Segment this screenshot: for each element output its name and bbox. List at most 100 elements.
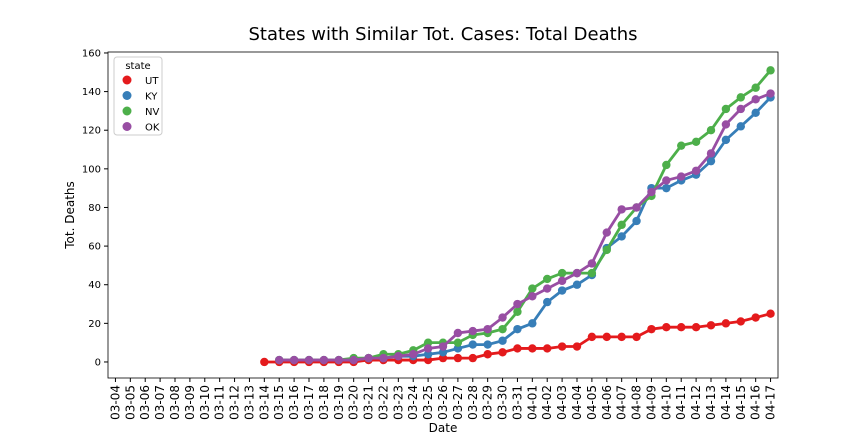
point	[572, 342, 582, 351]
point	[468, 340, 477, 349]
point	[513, 307, 522, 316]
point	[691, 137, 701, 147]
x-tick-label: 03-26	[436, 385, 450, 420]
x-tick-label: 03-12	[228, 385, 242, 420]
legend: state UT KY NV OK	[113, 56, 163, 136]
x-tick-label: 04-15	[734, 385, 748, 420]
chart-title: States with Similar Tot. Cases: Total De…	[248, 24, 637, 45]
point	[289, 355, 299, 365]
point	[319, 355, 329, 365]
x-tick-label: 03-25	[421, 385, 435, 420]
point	[498, 336, 507, 345]
y-axis-label: Tot. Deaths	[63, 181, 77, 250]
point	[423, 344, 433, 353]
x-tick-label: 03-06	[138, 385, 152, 420]
legend-label: KY	[145, 92, 158, 103]
point	[706, 126, 716, 135]
x-tick-label: 03-08	[168, 385, 182, 420]
point	[736, 122, 745, 131]
point	[438, 342, 448, 351]
x-tick-label: 03-17	[302, 385, 316, 420]
legend-title: state	[125, 61, 150, 72]
y-tick-label: 100	[82, 164, 101, 175]
y-tick-label: 20	[88, 319, 101, 330]
point	[647, 324, 656, 334]
point	[528, 284, 537, 293]
point	[543, 274, 552, 284]
point	[677, 323, 686, 332]
point	[379, 353, 388, 363]
legend-label: OK	[145, 123, 160, 134]
point	[423, 350, 433, 359]
point	[513, 324, 522, 334]
point	[453, 338, 463, 347]
point	[736, 317, 745, 326]
point	[453, 344, 463, 353]
point	[498, 324, 507, 334]
point	[528, 344, 537, 353]
point	[260, 357, 269, 367]
x-tick-label: 03-24	[406, 385, 420, 420]
point	[587, 268, 597, 278]
x-tick-label: 04-17	[764, 385, 778, 420]
x-tick-label: 03-07	[153, 385, 167, 420]
point	[528, 292, 537, 301]
point	[423, 338, 433, 347]
x-tick-label: 04-01	[525, 385, 539, 420]
x-tick-label: 03-31	[510, 385, 524, 420]
x-axis-label: Date	[429, 421, 458, 432]
point	[662, 176, 671, 185]
point	[543, 344, 552, 353]
x-tick-label: 03-18	[317, 385, 331, 420]
point	[751, 313, 760, 322]
x-tick-label: 03-14	[257, 385, 271, 420]
x-tick-label: 04-10	[659, 385, 673, 420]
x-tick-label: 04-02	[540, 385, 554, 420]
x-tick-label: 03-28	[466, 385, 480, 420]
point	[677, 141, 686, 150]
point	[617, 332, 626, 342]
point	[617, 205, 626, 214]
x-tick-label: 03-23	[391, 385, 405, 420]
point	[513, 299, 522, 309]
point	[662, 323, 671, 332]
x-tick-label: 03-09	[183, 385, 197, 420]
point	[304, 355, 314, 365]
point	[453, 328, 463, 338]
point	[677, 172, 686, 181]
x-tick-label: 03-16	[287, 385, 301, 420]
point	[632, 203, 641, 212]
x-tick-label: 03-22	[376, 385, 390, 420]
series-line	[279, 96, 772, 362]
point	[751, 108, 760, 118]
point	[691, 323, 701, 332]
x-tick-label: 04-14	[719, 385, 733, 420]
point	[543, 297, 552, 307]
x-tick-label: 03-04	[108, 385, 122, 420]
x-tick-label: 04-08	[630, 385, 644, 420]
point	[662, 183, 671, 193]
y-tick-label: 120	[82, 126, 101, 137]
x-tick-label: 03-05	[123, 385, 137, 420]
x-tick-label: 04-04	[570, 385, 584, 420]
point	[528, 319, 537, 328]
point	[572, 268, 582, 278]
point	[602, 228, 611, 237]
y-tick-label: 40	[88, 280, 101, 291]
point	[736, 93, 745, 102]
point	[721, 319, 731, 328]
point	[557, 286, 567, 295]
point	[632, 216, 641, 226]
point	[409, 350, 418, 359]
x-tick-label: 04-05	[585, 385, 599, 420]
legend-marker	[122, 122, 132, 131]
point	[617, 220, 626, 230]
y-tick-label: 60	[88, 242, 101, 253]
point	[766, 89, 775, 98]
legend-marker	[122, 106, 132, 116]
point	[483, 340, 492, 349]
y-tick-label: 0	[95, 357, 101, 368]
point	[498, 313, 507, 322]
point	[587, 259, 597, 268]
